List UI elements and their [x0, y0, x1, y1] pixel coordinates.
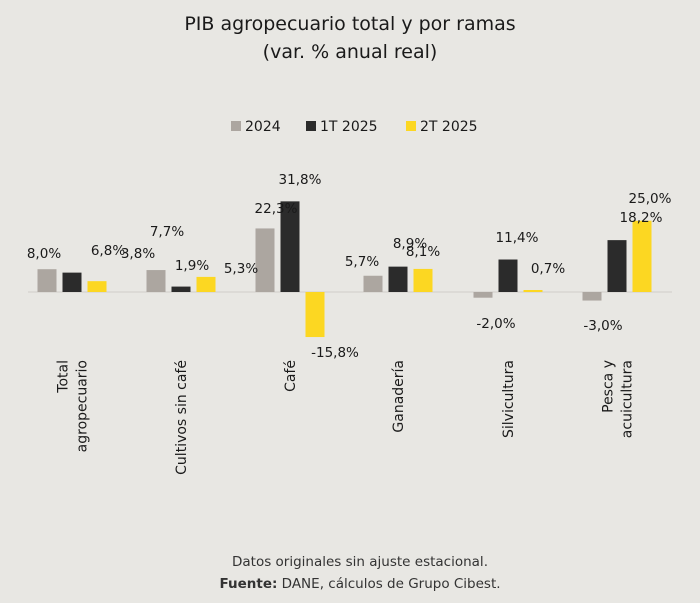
- bar-1t-2025-cafe: [280, 201, 300, 292]
- data-label-2t-2025-silvicultura: 0,7%: [531, 261, 565, 277]
- legend-label-2024: 2024: [245, 119, 281, 135]
- bar-1t-2025-total-agropecuario: [62, 272, 82, 292]
- bar-2t-2025-silvicultura: [523, 290, 543, 292]
- data-label-1t-2025-cultivos-sin-cafe: 1,9%: [175, 258, 209, 274]
- bar-1t-2025-silvicultura: [498, 259, 518, 292]
- data-label-2t-2025-ganaderia: 8,1%: [406, 244, 440, 260]
- bar-2t-2025-ganaderia: [413, 268, 433, 292]
- chart-title: PIB agropecuario total y por ramas: [184, 13, 515, 35]
- bar-2t-2025-pesca-y-acuicultura: [632, 220, 652, 292]
- data-label-2t-2025-cafe: -15,8%: [311, 345, 359, 361]
- category-label-silvicultura: Silvicultura: [501, 360, 517, 438]
- legend-label-2t-2025: 2T 2025: [420, 119, 478, 135]
- legend: 2024 1T 2025 2T 2025: [231, 119, 478, 135]
- bar-2024-pesca-y-acuicultura: [582, 292, 602, 301]
- category-label-cafe: Café: [283, 360, 299, 392]
- data-labels: 8,0% 7,7% 22,3% 5,7% -2,0% -3,0% 6,8% 1,9% 31,8%…: [27, 172, 672, 361]
- bar-1t-2025-ganaderia: [388, 266, 408, 292]
- bar-2t-2025-cultivos-sin-cafe: [196, 276, 216, 292]
- bar-1t-2025-cultivos-sin-cafe: [171, 286, 191, 292]
- data-label-2t-2025-pesca-y-acuicultura: 25,0%: [629, 191, 672, 207]
- bar-2024-silvicultura: [473, 292, 493, 298]
- bar-2024-total-agropecuario: [37, 269, 57, 292]
- chart-subtitle: (var. % anual real): [263, 41, 438, 63]
- category-label-cultivos-sin-cafe: Cultivos sin café: [174, 360, 190, 475]
- bar-2024-cafe: [255, 228, 275, 292]
- legend-swatch-2t-2025: [406, 121, 416, 131]
- bar-2t-2025-cafe: [305, 292, 325, 338]
- source-label: Fuente:: [219, 576, 277, 592]
- category-label-pesca-y-acuicultura-line-1: Pesca y: [601, 360, 617, 413]
- data-label-1t-2025-silvicultura: 11,4%: [496, 230, 539, 246]
- data-label-2t-2025-total-agropecuario: 3,8%: [121, 246, 155, 262]
- category-label-pesca-y-acuicultura-line-2: acuicultura: [620, 360, 636, 438]
- footer-note: Datos originales sin ajuste estacional.: [232, 554, 488, 570]
- bar-2t-2025-total-agropecuario: [87, 281, 107, 292]
- data-label-1t-2025-total-agropecuario: 6,8%: [91, 243, 125, 259]
- bar-2024-cultivos-sin-cafe: [146, 270, 166, 292]
- data-label-2024-pesca-y-acuicultura: -3,0%: [583, 318, 622, 334]
- data-label-2024-cultivos-sin-cafe: 7,7%: [150, 224, 184, 240]
- category-label-total-agropecuario-line-1: Total: [56, 360, 72, 394]
- data-label-2024-cafe: 22,3%: [255, 201, 298, 217]
- data-label-2024-silvicultura: -2,0%: [476, 316, 515, 332]
- category-label-ganaderia: Ganadería: [391, 360, 407, 433]
- source-text: DANE, cálculos de Grupo Cibest.: [277, 576, 500, 592]
- data-label-2024-ganaderia: 5,7%: [345, 254, 379, 270]
- bar-1t-2025-pesca-y-acuicultura: [607, 240, 627, 292]
- data-label-2t-2025-cultivos-sin-cafe: 5,3%: [224, 261, 258, 277]
- data-label-1t-2025-cafe: 31,8%: [279, 172, 322, 188]
- category-label-total-agropecuario-line-2: agropecuario: [75, 360, 91, 452]
- data-label-1t-2025-pesca-y-acuicultura: 18,2%: [620, 210, 663, 226]
- bar-2024-ganaderia: [363, 275, 383, 292]
- data-label-1t-2025-ganaderia: 8,9%: [393, 236, 427, 252]
- category-labels: Total agropecuario Cultivos sin café Café Ga…: [56, 360, 636, 475]
- legend-swatch-1t-2025: [306, 121, 316, 131]
- data-label-2024-total-agropecuario: 8,0%: [27, 246, 61, 262]
- legend-swatch-2024: [231, 121, 241, 131]
- footer-source: Fuente: DANE, cálculos de Grupo Cibest.: [219, 576, 500, 592]
- legend-label-1t-2025: 1T 2025: [320, 119, 378, 135]
- bars: [37, 201, 652, 338]
